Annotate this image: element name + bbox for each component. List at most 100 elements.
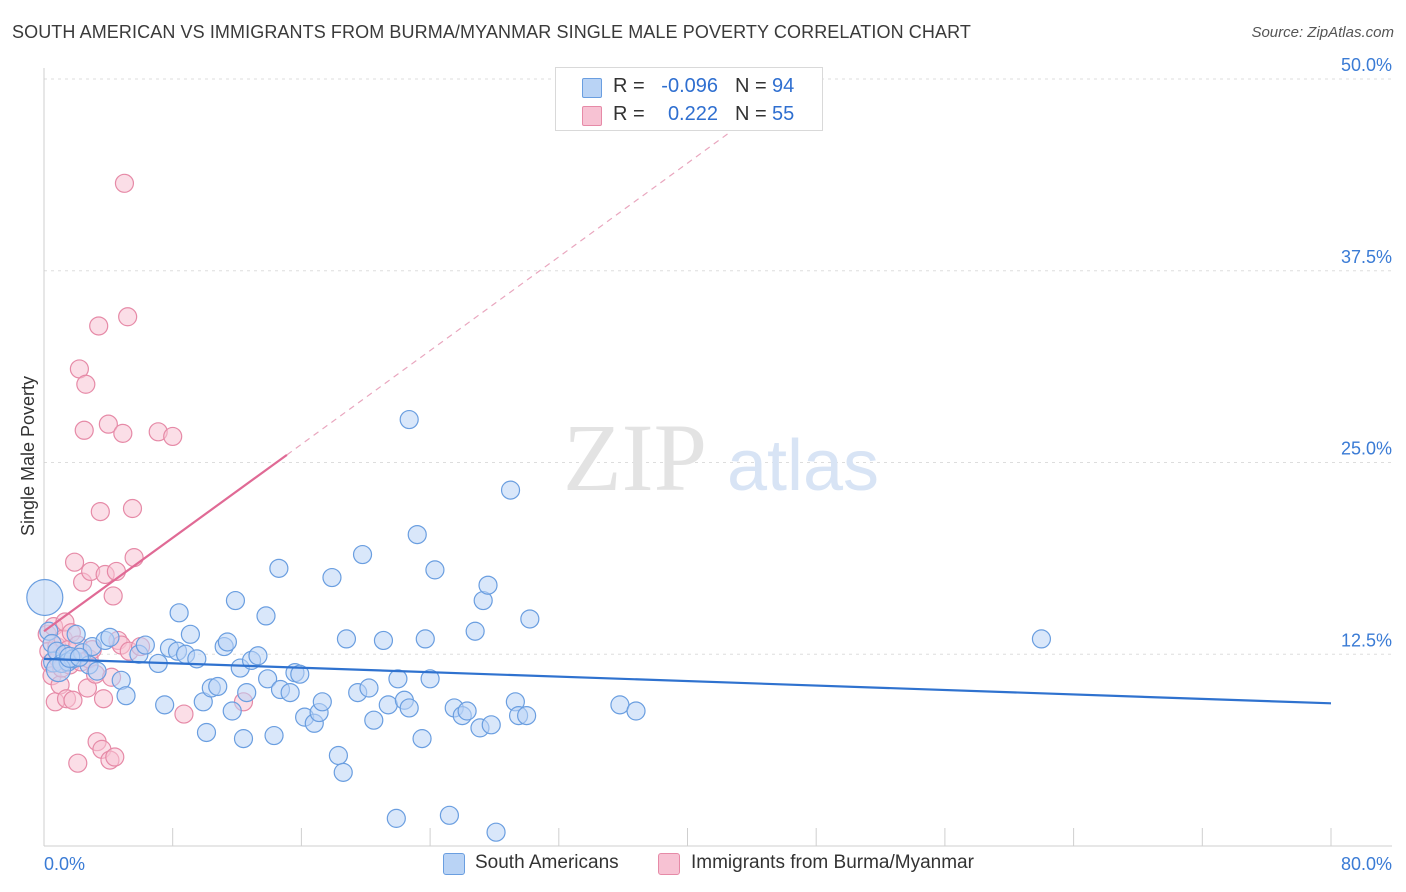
data-point-burma <box>124 548 144 568</box>
data-point-burma <box>105 747 125 767</box>
legend-row-burma: R = 0.222 N = 55 <box>556 101 822 129</box>
data-point-burma <box>118 307 138 327</box>
legend-r-label: R = <box>613 75 645 97</box>
legend-r-value: 0.222 <box>667 103 718 125</box>
data-point-south-american <box>290 664 310 684</box>
data-point-south-american <box>626 701 646 721</box>
data-point-south-american <box>66 624 86 644</box>
x-tick-label: 0.0% <box>44 854 85 874</box>
legend-swatch-blue <box>443 853 465 875</box>
legend-swatch-pink <box>582 106 602 126</box>
data-point-south-american <box>500 480 521 500</box>
data-point-south-american <box>610 695 630 715</box>
data-point-south-american <box>225 590 246 611</box>
data-point-south-american <box>333 762 353 782</box>
data-point-south-american <box>386 808 406 828</box>
data-point-south-american <box>322 567 342 588</box>
data-point-south-american <box>378 695 398 715</box>
data-point-south-american <box>520 609 540 629</box>
data-point-south-american <box>116 686 136 706</box>
data-point-south-american <box>222 701 242 721</box>
watermark-zip: ZIP <box>563 404 707 511</box>
data-point-south-american <box>415 629 435 649</box>
y-tick-label: 37.5% <box>1341 247 1392 267</box>
legend-r-value: -0.096 <box>661 75 718 97</box>
data-point-south-american <box>258 669 278 689</box>
data-point-south-american <box>486 822 506 842</box>
data-point-burma <box>68 753 88 773</box>
data-point-burma <box>98 414 118 434</box>
data-point-burma <box>63 690 83 710</box>
data-point-burma <box>114 173 135 193</box>
data-point-south-american <box>336 629 357 649</box>
x-tick-label: 80.0% <box>1341 854 1392 874</box>
data-point-south-american <box>388 669 408 689</box>
data-point-south-american <box>425 560 445 580</box>
series-south-americans-points <box>26 409 1052 842</box>
legend-n-label: N = <box>735 75 767 97</box>
trend-line-burma <box>43 453 288 633</box>
data-point-south-american <box>420 669 440 689</box>
data-point-south-american <box>155 695 175 715</box>
data-point-south-american <box>208 676 228 697</box>
data-point-south-american <box>180 624 200 644</box>
y-axis-label: Single Male Poverty <box>18 376 38 536</box>
legend-r-label: R = <box>613 103 645 125</box>
legend-swatch-pink <box>658 853 680 875</box>
series-legend-burma: Immigrants from Burma/Myanmar <box>658 851 1018 879</box>
source-credit: Source: ZipAtlas.com <box>1251 24 1394 41</box>
correlation-legend: R = -0.096 N = 94 R = 0.222 N = 55 <box>555 67 823 131</box>
axes-layer <box>43 68 1392 847</box>
tick-labels: 12.5% 25.0% 37.5% 50.0% 0.0% 80.0% <box>44 55 1392 874</box>
data-point-burma <box>174 704 194 724</box>
data-point-south-american <box>1031 629 1052 649</box>
data-point-burma <box>74 420 94 440</box>
legend-label-south-americans: South Americans <box>475 852 619 873</box>
data-point-south-american <box>517 706 537 726</box>
trend-lines <box>43 132 1332 705</box>
data-point-south-american <box>169 603 189 623</box>
data-point-south-american <box>364 710 384 730</box>
data-point-south-american <box>457 701 477 721</box>
legend-swatch-blue <box>582 78 602 98</box>
data-point-south-american <box>196 722 217 743</box>
data-point-burma <box>64 552 85 572</box>
data-point-south-american <box>478 575 498 595</box>
legend-label-burma: Immigrants from Burma/Myanmar <box>691 852 974 873</box>
data-point-burma <box>76 374 96 394</box>
legend-n-label: N = <box>735 103 767 125</box>
data-point-south-american <box>69 647 89 667</box>
legend-row-south-americans: R = -0.096 N = 94 <box>556 73 822 101</box>
data-point-south-american <box>399 409 419 430</box>
data-point-south-american <box>352 544 373 565</box>
data-point-south-american <box>412 729 432 749</box>
data-point-south-american <box>328 745 349 766</box>
data-point-burma <box>90 501 110 522</box>
data-point-south-american <box>256 606 276 626</box>
legend-n-value: 55 <box>772 103 795 125</box>
data-point-burma <box>122 498 143 519</box>
data-point-south-american <box>217 632 237 652</box>
y-tick-label: 12.5% <box>1341 630 1392 650</box>
data-point-south-american <box>264 725 284 746</box>
data-point-south-american <box>100 627 120 647</box>
data-point-south-american <box>465 621 485 641</box>
data-point-south-american <box>248 646 268 666</box>
data-point-south-american <box>373 630 394 651</box>
y-tick-label: 50.0% <box>1341 55 1392 75</box>
data-point-south-american <box>269 558 289 578</box>
data-point-burma <box>93 689 114 709</box>
data-point-south-american <box>280 682 300 703</box>
data-point-south-american <box>237 682 257 703</box>
chart-title: SOUTH AMERICAN VS IMMIGRANTS FROM BURMA/… <box>12 22 971 42</box>
data-point-south-american <box>87 661 107 681</box>
data-point-south-american <box>312 692 332 712</box>
y-tick-label: 25.0% <box>1341 439 1392 459</box>
watermark-atlas: atlas <box>727 426 879 506</box>
data-point-south-american <box>135 635 155 655</box>
data-point-south-american <box>399 698 419 718</box>
data-point-burma <box>113 423 133 443</box>
data-point-south-american <box>481 715 501 735</box>
watermark: ZIP atlas <box>563 404 879 511</box>
data-point-south-american <box>407 524 427 545</box>
